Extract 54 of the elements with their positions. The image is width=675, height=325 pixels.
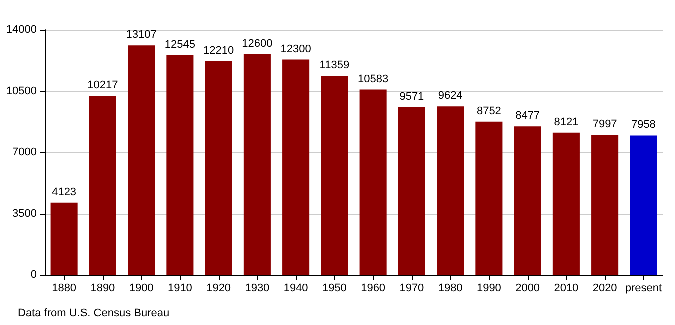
bar xyxy=(89,96,116,275)
data-label: 9571 xyxy=(400,91,424,104)
bar xyxy=(630,136,658,275)
data-label: 12600 xyxy=(242,38,273,50)
data-label: 12545 xyxy=(164,38,196,51)
data-label: 9624 xyxy=(438,90,463,102)
data-label: 7997 xyxy=(592,118,618,131)
x-tick-label: 2020 xyxy=(592,282,618,294)
x-tick-label: 2000 xyxy=(516,282,540,294)
x-tick-label: 2010 xyxy=(554,282,579,294)
bar xyxy=(476,122,503,275)
x-tick-label: 1890 xyxy=(90,282,116,294)
data-label: 10583 xyxy=(358,73,389,86)
bar xyxy=(205,61,232,275)
data-label: 8752 xyxy=(476,105,502,118)
bar xyxy=(166,55,194,275)
bar xyxy=(360,90,387,275)
y-tick-label: 7000 xyxy=(12,146,37,158)
data-label: 7958 xyxy=(631,119,656,132)
bar xyxy=(592,135,619,275)
x-tick-label: 1940 xyxy=(284,282,308,294)
bar xyxy=(514,126,542,275)
x-tick-label: present xyxy=(625,282,662,294)
x-tick-label: 1990 xyxy=(476,282,502,294)
bar xyxy=(128,46,156,275)
data-label: 13107 xyxy=(126,29,157,42)
data-label: 8477 xyxy=(516,110,540,122)
x-tick-label: 1980 xyxy=(438,282,463,294)
y-tick-label: 10500 xyxy=(6,85,37,98)
bar xyxy=(398,108,426,275)
y-tick-label: 14000 xyxy=(6,24,37,36)
bar xyxy=(244,54,271,275)
y-tick-label: 3500 xyxy=(12,208,37,220)
data-label: 11359 xyxy=(320,60,350,72)
data-label: 8121 xyxy=(554,116,579,128)
bar xyxy=(437,106,464,275)
data-label: 4123 xyxy=(52,186,77,198)
bar xyxy=(321,76,348,275)
x-tick-label: 1900 xyxy=(129,282,154,294)
x-tick-label: 1910 xyxy=(168,282,192,294)
bar xyxy=(50,202,78,275)
data-label: 12210 xyxy=(204,44,234,57)
x-tick-label: 1960 xyxy=(361,282,386,294)
x-tick-label: 1970 xyxy=(400,282,424,294)
x-tick-label: 1930 xyxy=(245,282,270,294)
data-label: 12300 xyxy=(280,43,312,56)
bar xyxy=(552,132,580,275)
data-label: 10217 xyxy=(88,80,118,92)
text: Data from U.S. Census Bureau xyxy=(18,308,170,320)
x-tick-label: 1920 xyxy=(206,282,232,294)
x-tick-label: 1880 xyxy=(52,282,77,294)
bar xyxy=(282,60,310,275)
y-tick-label: 0 xyxy=(30,269,37,281)
x-tick-label: 1950 xyxy=(322,282,347,294)
